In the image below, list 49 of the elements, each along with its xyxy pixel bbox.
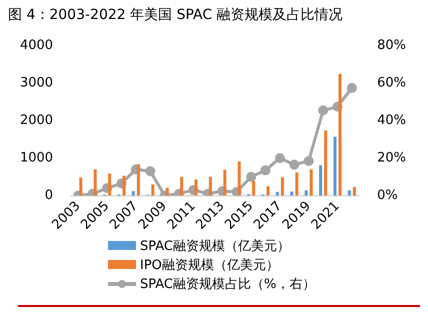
bar — [266, 186, 270, 196]
y2-tick-label: 60% — [377, 76, 406, 91]
point — [274, 153, 285, 164]
bar — [304, 190, 308, 196]
bar — [310, 169, 313, 196]
y2-tick-label: 20% — [377, 150, 406, 166]
legend-label: IPO融资规模（亿美元） — [140, 256, 279, 274]
y-tick-label: 3000 — [20, 76, 54, 91]
bar — [290, 191, 294, 196]
bar — [338, 74, 342, 196]
y2-tick-label: 80% — [377, 38, 406, 54]
bar — [180, 176, 184, 196]
bar — [238, 162, 241, 196]
bar — [252, 180, 256, 196]
bar — [324, 130, 328, 196]
point — [246, 172, 256, 182]
bar — [352, 186, 356, 196]
chart-title: 图 4：2003-2022 年美国 SPAC 融资规模及占比情况 — [7, 6, 344, 25]
legend-label: SPAC融资规模（亿美元） — [140, 238, 290, 254]
bar — [319, 165, 322, 196]
bar — [348, 190, 351, 196]
y-tick-label: 0 — [44, 188, 54, 203]
bar — [208, 176, 212, 196]
point — [289, 160, 300, 170]
y-tick-label: 2000 — [20, 113, 54, 128]
y-tick-label: 4000 — [20, 38, 54, 54]
bar — [79, 178, 82, 196]
point — [260, 165, 270, 176]
bar — [295, 172, 298, 196]
bar — [194, 179, 198, 196]
bar — [94, 169, 97, 196]
bar — [136, 164, 140, 196]
y2-tick-label: 40% — [377, 113, 406, 128]
bar — [132, 191, 135, 196]
bar — [108, 173, 112, 196]
bar — [223, 170, 226, 196]
point — [346, 82, 357, 93]
bar — [280, 177, 284, 196]
bar — [333, 136, 336, 196]
point — [304, 156, 314, 166]
legend-label: SPAC融资规模占比（%，右） — [140, 276, 316, 292]
y-tick-label: 1000 — [20, 150, 54, 166]
bar — [151, 184, 154, 196]
bar — [166, 188, 169, 196]
point — [145, 166, 156, 176]
bar — [122, 176, 126, 196]
y2-tick-label: 0% — [377, 188, 398, 203]
bar — [276, 192, 279, 196]
point — [318, 105, 328, 116]
